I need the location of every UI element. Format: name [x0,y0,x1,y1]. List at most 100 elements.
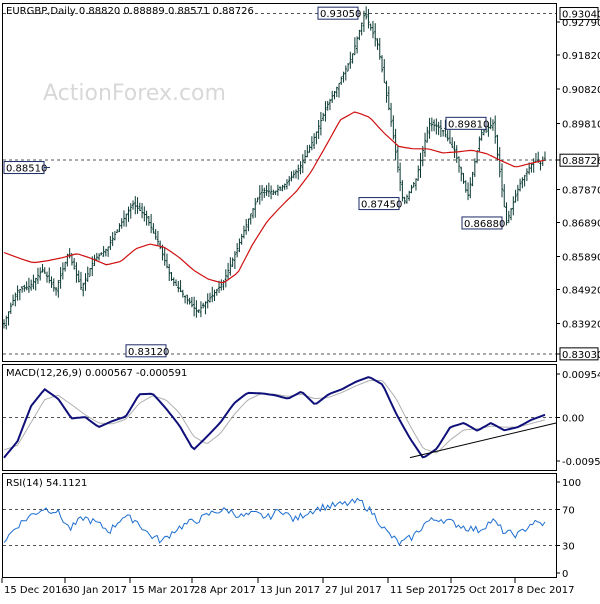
candle [224,269,228,288]
candle [54,286,58,296]
candle [367,8,370,29]
candle [525,168,529,181]
candle [301,154,304,174]
candle [131,200,135,210]
price-callout: 0.83120 [125,344,169,358]
watermark: ActionForex.com [43,81,226,106]
candle [134,196,137,215]
candle [29,279,33,291]
macd-trendline [409,422,557,459]
candle [122,210,126,227]
rsi-panel [2,473,557,578]
candle [272,189,275,196]
candle [95,252,99,261]
candle [75,262,78,283]
candle [344,65,348,81]
candle [269,185,273,200]
candle [496,134,499,161]
callout-box [445,116,487,130]
candle [192,296,196,317]
candle [111,232,114,247]
candle [448,129,452,144]
price-tag-box [559,153,599,167]
candle [312,133,316,149]
candle [158,240,162,250]
candle [333,91,336,100]
candle [265,185,268,196]
candle [50,276,53,288]
candle [290,171,293,182]
candle [204,301,207,315]
candle [84,273,87,291]
candle [256,197,259,203]
candle [48,267,51,284]
candle [188,297,191,305]
candle [489,117,492,130]
price-tick-label: 0.90820 [562,85,600,96]
candle [337,82,341,98]
candle [201,302,205,309]
candle [297,164,300,180]
candle [530,162,533,173]
candle [403,196,406,205]
candle [14,292,17,307]
candle [432,119,436,132]
price-callout: 0.87450 [358,197,402,211]
candle [104,248,108,257]
candle [317,120,320,140]
candle [426,126,429,143]
candle [206,293,209,309]
candle [102,246,105,257]
candle [215,288,218,296]
candle [258,185,261,205]
callout-label: 0.89810 [448,119,489,130]
candle [392,115,395,140]
candle [276,184,280,196]
candle [518,178,522,192]
candle [460,166,463,182]
callout-label: 0.86880 [464,219,505,230]
x-tick-label: 27 Jul 2017 [325,585,382,596]
candle [181,289,185,298]
candle [539,160,542,171]
candle [32,274,35,290]
candle [414,178,418,191]
candle [127,206,130,222]
candle [360,22,363,36]
candle [172,277,175,286]
macd-tick-label: 0.00 [562,414,584,425]
candle [267,182,271,198]
price-tick-label: 0.83030 [562,350,600,361]
candle [100,252,103,256]
candle [231,257,234,267]
candle [156,230,160,247]
candle [398,162,402,192]
candle [342,71,345,83]
candle [18,289,22,301]
candle [509,207,513,221]
candle [527,162,531,175]
candle [43,267,46,274]
candle [115,229,119,233]
candle [199,301,203,318]
callout-box [317,6,359,20]
candle [308,144,311,153]
candle [331,90,334,104]
candle [82,282,85,297]
candle [235,243,239,258]
candle [294,169,298,179]
candle [534,153,538,163]
candle [362,10,366,32]
candle [417,165,420,181]
candle [387,86,391,111]
candle [2,319,6,329]
candle [371,20,375,39]
candle [163,246,166,266]
callout-box [358,197,400,211]
candle [168,263,171,282]
price-callout: 0.88510 [3,161,50,175]
candle [72,258,76,270]
candle [245,218,248,235]
candle [23,284,26,292]
